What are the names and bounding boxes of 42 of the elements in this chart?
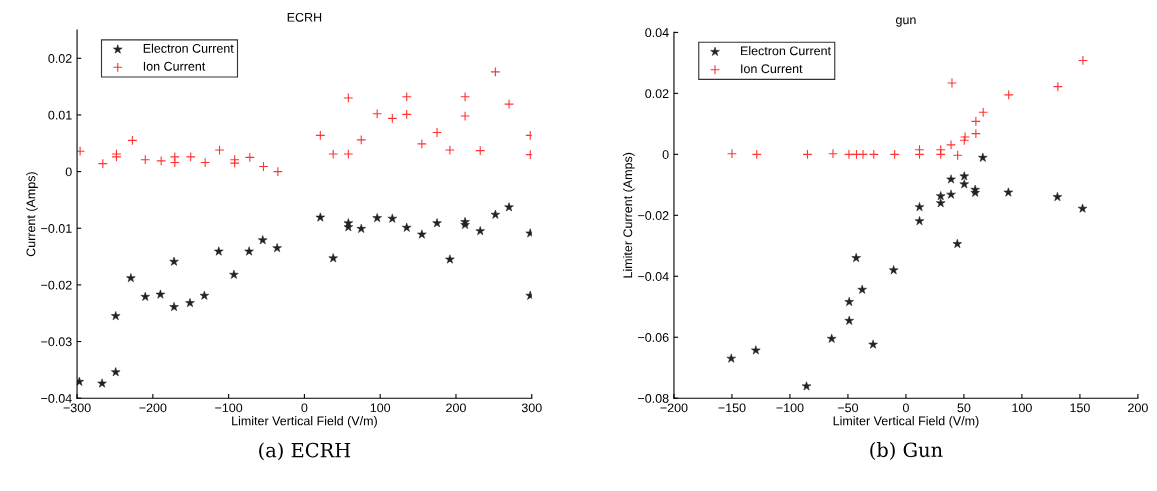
y-tick-label: −0.04 (638, 272, 669, 281)
x-tick-label: −100 (776, 403, 804, 413)
x-tick-label: 200 (446, 403, 466, 413)
y-tick-label: −0.01 (41, 224, 72, 233)
y-tick-label: −0.02 (638, 211, 669, 220)
x-tick-label: 100 (370, 403, 391, 413)
y-tick-label: 0.02 (645, 89, 669, 99)
x-tick-label: −150 (718, 403, 746, 413)
y-tick-label: 0.02 (48, 54, 72, 63)
x-tick-label: −200 (139, 403, 167, 413)
x-tick-label: −100 (215, 403, 243, 413)
legend-label: Electron Current (143, 43, 234, 53)
x-tick-label: −300 (63, 403, 91, 413)
y-tick-label: −0.06 (638, 333, 669, 342)
y-tick-label: −0.04 (41, 394, 72, 403)
x-axis-title: Limiter Vertical Field (V/m) (833, 416, 979, 428)
text: (a) ECRH (259, 442, 351, 461)
x-tick-label: −200 (660, 403, 688, 413)
y-tick-label: −0.02 (41, 280, 72, 290)
x-axis-title: Limiter Vertical Field (V/m) (232, 416, 377, 428)
legend-label: Electron Current (741, 46, 831, 56)
y-axis-title: Limiter Current (Amps) (623, 152, 635, 278)
y-tick-label: 0.01 (48, 110, 72, 120)
y-tick-label: 0.04 (645, 28, 669, 38)
text: (b) Gun (870, 442, 943, 460)
chart-title: gun (896, 17, 916, 27)
y-tick-label: 0 (662, 150, 669, 159)
x-tick-label: 100 (1012, 403, 1032, 413)
x-tick-label: 300 (521, 403, 542, 413)
legend-label: Ion Current (741, 64, 803, 74)
y-axis-title: Current (Amps) (26, 172, 38, 257)
x-tick-label: −50 (837, 403, 859, 413)
legend-label: Ion Current (143, 61, 206, 71)
x-tick-label: 0 (902, 403, 909, 413)
y-tick-label: −0.03 (41, 337, 72, 347)
x-tick-label: 50 (957, 403, 971, 413)
x-tick-label: 0 (301, 403, 308, 413)
y-tick-label: −0.08 (638, 394, 669, 403)
x-tick-label: 200 (1128, 403, 1148, 413)
chart-title: ECRH (287, 12, 322, 22)
x-tick-label: 150 (1070, 403, 1090, 413)
y-tick-label: 0 (65, 167, 72, 177)
